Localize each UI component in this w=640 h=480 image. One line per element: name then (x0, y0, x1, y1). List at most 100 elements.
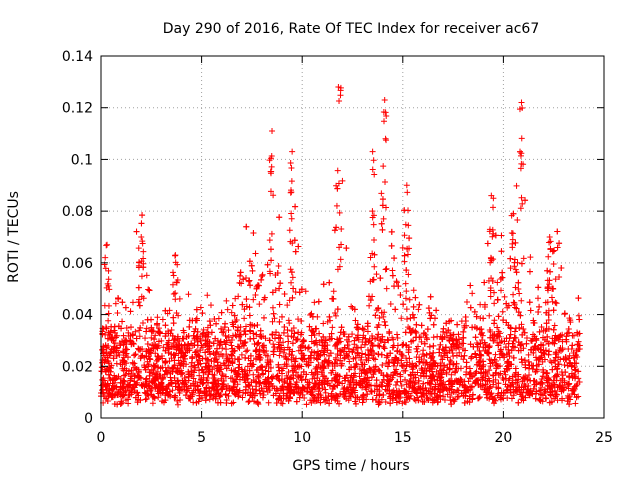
data-point (463, 386, 470, 393)
data-point (347, 393, 354, 400)
data-point (366, 302, 373, 309)
data-point (372, 396, 379, 403)
data-point (127, 337, 134, 344)
data-point (255, 372, 262, 379)
data-point (222, 341, 229, 348)
data-point (248, 379, 255, 386)
data-point (170, 290, 177, 297)
data-point (251, 390, 258, 397)
data-point (164, 341, 171, 348)
data-point (510, 354, 517, 361)
data-point (326, 400, 333, 407)
data-point (330, 288, 337, 295)
data-point (280, 387, 287, 394)
data-point (219, 381, 226, 388)
data-point (322, 337, 329, 344)
data-point (421, 390, 428, 397)
data-point (105, 360, 112, 367)
data-point (434, 396, 441, 403)
data-point (375, 331, 382, 338)
data-point (229, 374, 236, 381)
data-point (406, 296, 413, 303)
data-point (567, 317, 574, 324)
data-point (424, 395, 431, 402)
data-point (444, 391, 451, 398)
data-point (114, 309, 121, 316)
data-point (450, 340, 457, 347)
data-point (259, 271, 266, 278)
data-point (223, 297, 230, 304)
data-point (461, 399, 468, 406)
data-point (307, 359, 314, 366)
data-point (224, 306, 231, 313)
data-point (277, 280, 284, 287)
data-point (235, 364, 242, 371)
data-point (236, 279, 243, 286)
data-point (173, 343, 180, 350)
data-point (555, 354, 562, 361)
data-point (426, 309, 433, 316)
data-point (530, 317, 537, 324)
data-point (515, 279, 522, 286)
data-point (214, 399, 221, 406)
data-point (413, 329, 420, 336)
data-point (172, 352, 179, 359)
data-point (143, 328, 150, 335)
data-point (443, 329, 450, 336)
data-point (424, 336, 431, 343)
data-point (383, 360, 390, 367)
data-point (169, 365, 176, 372)
data-point (484, 370, 491, 377)
data-point (512, 239, 519, 246)
data-point (385, 359, 392, 366)
data-point (129, 332, 136, 339)
data-point (228, 309, 235, 316)
data-point (344, 352, 351, 359)
data-point (373, 271, 380, 278)
data-point (269, 331, 276, 338)
data-point (531, 333, 538, 340)
data-point (259, 342, 266, 349)
data-point (436, 375, 443, 382)
data-point (549, 339, 556, 346)
data-point (322, 386, 329, 393)
data-point (454, 321, 461, 328)
data-point (279, 370, 286, 377)
data-point (329, 367, 336, 374)
data-point (273, 373, 280, 380)
data-point (387, 350, 394, 357)
data-point (206, 339, 213, 346)
data-point (171, 394, 178, 401)
data-point (105, 310, 112, 317)
data-point (356, 365, 363, 372)
data-point (378, 190, 385, 197)
data-point (251, 398, 258, 405)
data-point (563, 336, 570, 343)
data-point (463, 363, 470, 370)
data-point (210, 395, 217, 402)
data-point (526, 372, 533, 378)
data-point (249, 386, 256, 393)
data-point (550, 261, 557, 268)
data-point (254, 366, 261, 373)
data-point (506, 375, 513, 382)
data-point (199, 366, 206, 373)
data-point (241, 328, 248, 335)
data-point (386, 359, 393, 366)
data-point (285, 397, 292, 404)
data-point (159, 383, 166, 390)
data-point (287, 389, 294, 396)
data-point (384, 373, 391, 380)
data-point (535, 309, 542, 316)
data-point (174, 333, 181, 340)
data-point (506, 335, 513, 342)
data-point (566, 401, 573, 408)
data-point (377, 337, 384, 344)
data-point (189, 391, 196, 398)
data-point (360, 392, 367, 399)
data-point (171, 336, 178, 343)
data-point (205, 371, 212, 378)
data-point (206, 318, 213, 325)
data-point (199, 310, 206, 317)
data-point (127, 375, 134, 382)
